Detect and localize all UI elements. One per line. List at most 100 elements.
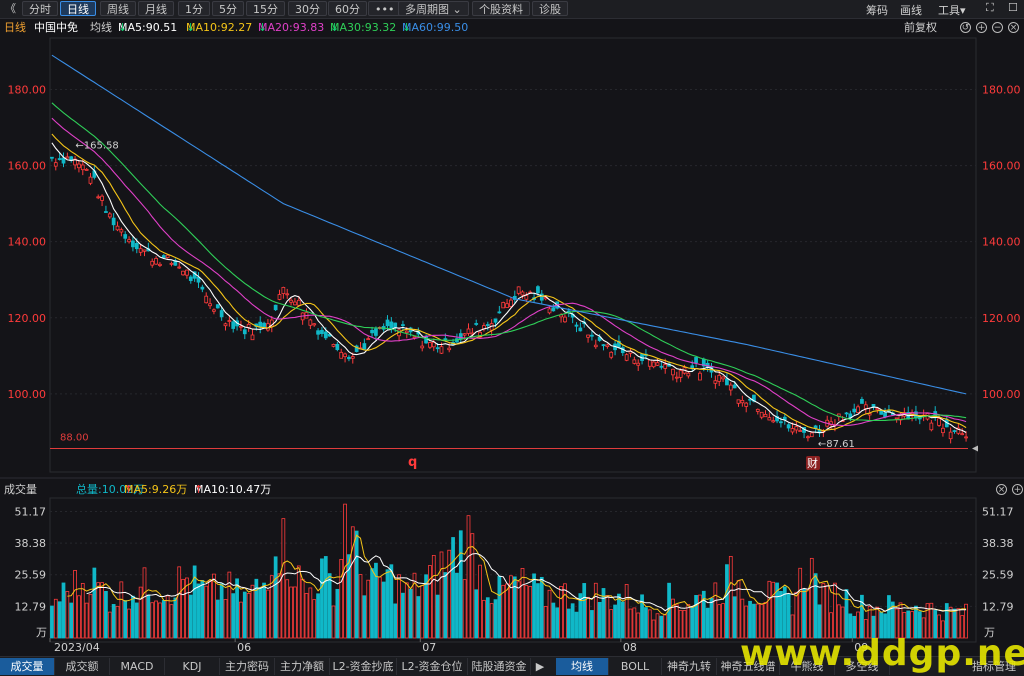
volume-bar <box>575 612 578 638</box>
candle-body <box>143 250 146 251</box>
candle-body <box>876 408 879 409</box>
candle-body <box>741 400 744 402</box>
candle-body <box>290 300 293 302</box>
candle-body <box>756 409 759 411</box>
candle-body <box>66 157 69 158</box>
volume-bar <box>305 593 308 638</box>
volume-bar <box>691 607 694 638</box>
candle-body <box>293 302 296 305</box>
tab-l2-position[interactable]: L2-资金仓位 <box>397 658 468 675</box>
price-tick-right: 140.00 <box>982 236 1021 249</box>
tab-main-force-code[interactable]: 主力密码 <box>220 658 275 675</box>
x-tick-label: 2023/04 <box>54 641 100 654</box>
volume-bar <box>278 574 281 638</box>
volume-bar <box>212 574 215 638</box>
candle-body <box>729 385 732 390</box>
candle-body <box>799 431 802 432</box>
candle-body <box>104 212 107 213</box>
tab-kdj[interactable]: KDJ <box>165 658 220 675</box>
candle-body <box>112 218 115 225</box>
candle-body <box>938 419 941 426</box>
candle-body <box>120 230 123 232</box>
volume-bar <box>475 590 478 638</box>
volume-tick-right: 51.17 <box>982 505 1014 518</box>
volume-bar <box>656 614 659 638</box>
candle-body <box>463 334 466 335</box>
tab-volume[interactable]: 成交量 <box>0 658 55 675</box>
volume-bar <box>239 602 242 638</box>
tab-main-force-net[interactable]: 主力净额 <box>275 658 330 675</box>
candle-body <box>421 346 424 348</box>
volume-bar <box>85 603 88 638</box>
candle-body <box>787 425 790 428</box>
tab-boll[interactable]: BOLL <box>609 658 662 675</box>
candle-body <box>428 342 431 347</box>
volume-bar <box>170 605 173 638</box>
price-tick-left: 140.00 <box>8 236 47 249</box>
volume-bar <box>116 606 119 638</box>
add-indicator-icon[interactable]: + <box>1012 484 1023 495</box>
volume-bar <box>652 620 655 638</box>
candle-body <box>525 296 528 300</box>
candle-body <box>722 377 725 379</box>
candle-body <box>594 345 597 347</box>
volume-bar <box>158 603 161 638</box>
candle-body <box>791 429 794 432</box>
candle-body <box>467 329 470 333</box>
candle-body <box>332 344 335 346</box>
tab-macd[interactable]: MACD <box>110 658 165 675</box>
candle-body <box>89 177 92 183</box>
candle-body <box>405 331 408 332</box>
candle-body <box>101 196 104 200</box>
tabs-scroll-icon[interactable]: ▶ <box>531 658 549 675</box>
candle-body <box>351 357 354 359</box>
volume-tick-left: 12.79 <box>15 600 47 613</box>
volume-bar <box>228 572 231 638</box>
volume-bar <box>108 612 111 638</box>
candle-body <box>648 360 651 366</box>
volume-bar <box>209 581 212 638</box>
candle-body <box>695 357 698 362</box>
volume-bar <box>328 574 331 638</box>
candle-body <box>81 165 84 170</box>
tab-turnover[interactable]: 成交额 <box>55 658 110 675</box>
candle-body <box>205 296 208 303</box>
volume-bar <box>359 575 362 638</box>
tab-l2-bottom[interactable]: L2-资金抄底 <box>330 658 397 675</box>
volume-bar <box>216 600 219 638</box>
volume-bar <box>494 600 497 638</box>
tab-ma[interactable]: 均线 <box>556 658 609 675</box>
volume-bar <box>706 608 709 638</box>
tab-hk-connect[interactable]: 陆股通资金 <box>468 658 531 675</box>
candle-body <box>274 305 277 310</box>
volume-bar <box>313 600 316 638</box>
candle-body <box>864 405 867 409</box>
volume-bar <box>155 601 158 638</box>
candle-body <box>131 241 134 247</box>
low-price-label: ←87.61 <box>818 439 855 450</box>
volume-bar <box>795 592 798 638</box>
candle-body <box>941 428 944 432</box>
volume-bar <box>598 602 601 638</box>
candle-body <box>313 324 316 325</box>
candle-body <box>228 321 231 322</box>
volume-tick-right: 12.79 <box>982 600 1014 613</box>
tab-magic-nine[interactable]: 神奇九转 <box>662 658 717 675</box>
volume-bar <box>62 583 65 638</box>
x-tick-label: 07 <box>422 641 436 654</box>
volume-bar <box>409 589 412 638</box>
close-volume-icon[interactable]: × <box>996 484 1007 495</box>
x-tick-label: 06 <box>237 641 251 654</box>
volume-bar <box>722 604 725 638</box>
candle-body <box>521 292 524 295</box>
candle-body <box>806 437 809 438</box>
volume-bar <box>166 596 169 638</box>
volume-bar <box>587 597 590 638</box>
candlesticks <box>50 153 967 444</box>
candle-body <box>371 330 374 332</box>
volume-bar <box>97 583 100 638</box>
candle-body <box>587 335 590 337</box>
candle-body <box>413 337 416 338</box>
volume-bar <box>614 605 617 638</box>
